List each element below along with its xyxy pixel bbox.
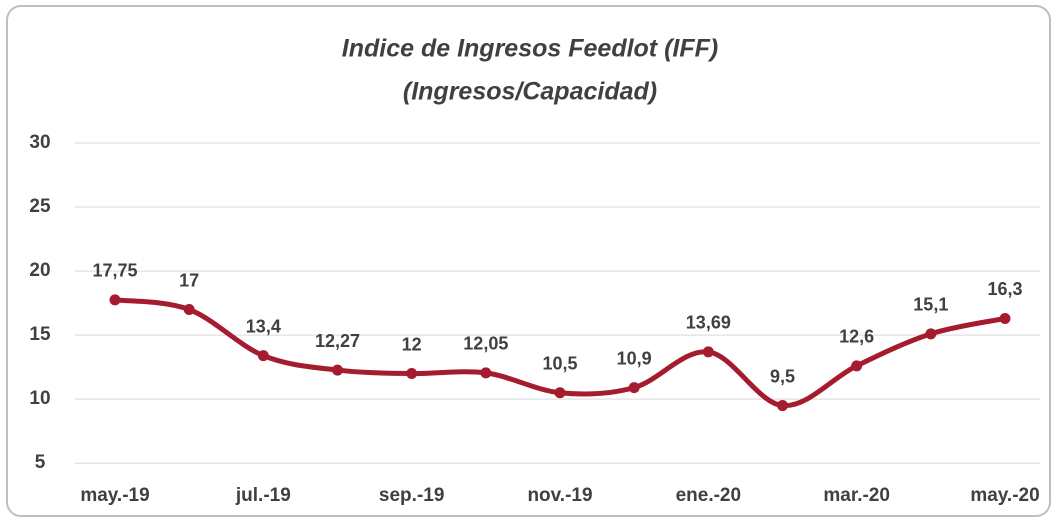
point [109, 294, 121, 306]
point [628, 382, 640, 394]
chart-frame [6, 5, 1051, 517]
point [777, 400, 788, 412]
x-tick-label: may.-19 [80, 485, 149, 506]
chart-title: Indice de Ingresos Feedlot (IFF) [342, 35, 718, 63]
x-tick-label: sep.-19 [379, 485, 444, 506]
data-label: 12,27 [315, 331, 360, 351]
y-tick-label: 10 [29, 388, 50, 409]
data-label: 12 [402, 334, 422, 354]
point [183, 304, 195, 315]
data-label: 15,1 [913, 295, 948, 315]
y-tick-label: 30 [29, 132, 50, 153]
point [925, 328, 937, 340]
x-tick-label: may.-20 [970, 485, 1039, 506]
x-tick-label: mar.-20 [823, 485, 890, 506]
point [554, 387, 566, 399]
point [480, 367, 492, 379]
point [332, 364, 343, 376]
data-label: 12,05 [463, 334, 508, 354]
point [851, 360, 863, 372]
y-tick-label: 5 [35, 452, 46, 473]
data-label: 16,3 [987, 279, 1022, 299]
data-label: 13,4 [246, 316, 281, 336]
data-label: 17 [179, 270, 199, 290]
data-label: 12,6 [839, 327, 874, 347]
point [999, 312, 1011, 324]
x-tick-label: jul.-19 [235, 485, 291, 506]
point [406, 368, 418, 380]
data-label: 17,75 [92, 261, 137, 281]
y-tick-label: 15 [29, 324, 51, 345]
data-label: 10,9 [617, 348, 652, 368]
point [702, 346, 714, 358]
y-tick-label: 20 [29, 260, 50, 281]
data-label: 10,5 [542, 354, 577, 374]
y-tick-label: 25 [29, 196, 51, 217]
data-label: 13,69 [686, 313, 731, 333]
chart-subtitle: (Ingresos/Capacidad) [403, 78, 657, 106]
data-label: 9,5 [770, 366, 795, 386]
point [257, 350, 269, 362]
x-tick-label: ene.-20 [676, 485, 741, 506]
x-tick-label: nov.-19 [527, 485, 592, 506]
